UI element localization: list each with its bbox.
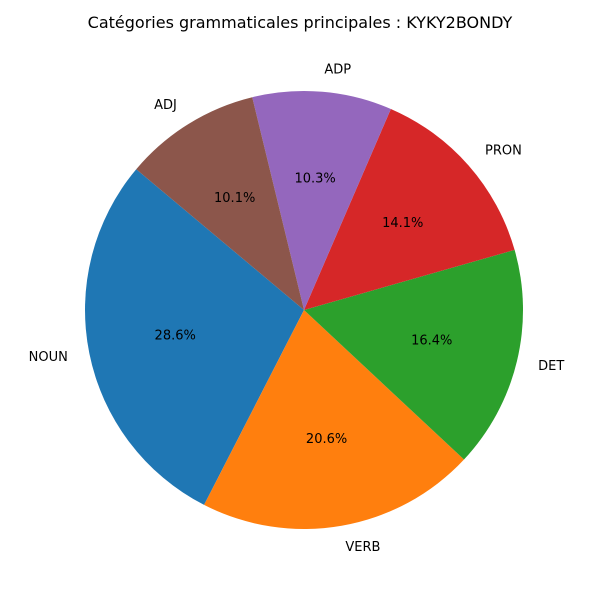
slice-label-pron: PRON: [485, 144, 522, 159]
slice-label-noun: NOUN: [29, 350, 68, 365]
slice-label-det: DET: [538, 359, 564, 374]
chart-title: Catégories grammaticales principales : K…: [87, 13, 513, 32]
slice-percent-pron: 14.1%: [382, 216, 423, 231]
slice-percent-adp: 10.3%: [294, 172, 335, 187]
pie-slice-adp: [252, 90, 391, 310]
slice-label-verb: VERB: [345, 540, 380, 555]
slice-percent-verb: 20.6%: [306, 432, 347, 447]
pie-slice-verb: [204, 310, 465, 530]
slice-percent-det: 16.4%: [411, 333, 452, 348]
pie-slice-pron: [304, 108, 515, 311]
slice-percent-adj: 10.1%: [214, 191, 255, 206]
pie-slice-det: [304, 249, 524, 460]
slice-label-adj: ADJ: [154, 98, 177, 113]
pie-slice-adj: [136, 97, 304, 311]
slice-label-adp: ADP: [324, 62, 351, 77]
pie-slice-noun: [85, 169, 305, 505]
slice-percent-noun: 28.6%: [155, 329, 196, 344]
